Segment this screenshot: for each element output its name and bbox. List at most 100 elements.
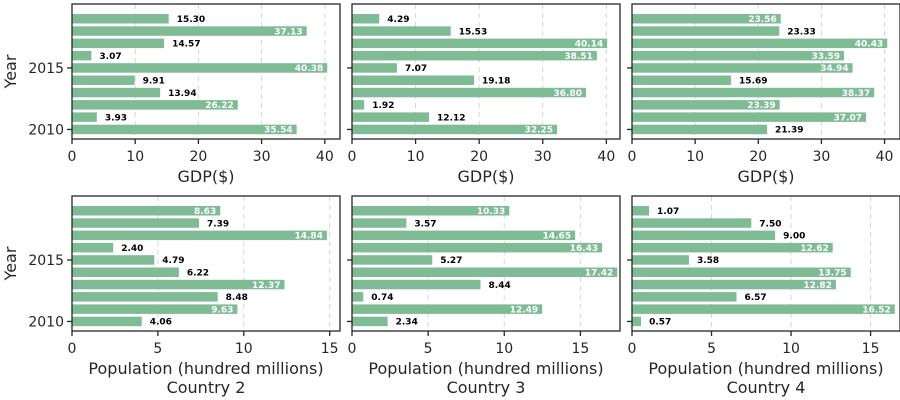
subplot-4: 8.63 7.39 14.84 2.40 4.796.22 12.37 8.48 9.63 4.… [1, 195, 341, 397]
bar-value-label: 9.91 [143, 76, 165, 86]
bar [632, 112, 867, 122]
bar-value-label: 8.63 [194, 207, 216, 217]
axes-frame [71, 195, 341, 332]
bar [632, 230, 776, 241]
bar [632, 75, 732, 85]
bar-value-label: 7.07 [405, 64, 427, 74]
x-tick-label: 10 [407, 149, 425, 165]
bar [352, 267, 618, 277]
bar [72, 26, 307, 36]
bar [632, 124, 768, 135]
bar-value-label: 14.57 [172, 40, 200, 50]
bar [352, 112, 430, 122]
x-tick-label: 0 [68, 149, 77, 165]
x-tick-label: 40 [876, 149, 894, 165]
x-tick-label: 10 [235, 341, 253, 357]
subplot-3: 23.56 23.33 40.43 33.59 34.94 15.69 38.37 23.39… [627, 3, 900, 186]
y-axis-title: Year [1, 246, 20, 281]
bar [352, 316, 388, 327]
x-axis-title: GDP($) [177, 167, 234, 186]
subplot-caption: Country 4 [727, 378, 806, 397]
bar-value-label: 6.22 [187, 268, 209, 278]
bar [72, 242, 114, 253]
bar [632, 14, 781, 24]
bar-value-label: 4.79 [162, 256, 184, 266]
bar-value-label: 13.75 [818, 268, 846, 278]
bar-value-label: 38.51 [564, 52, 592, 62]
bar-value-label: 1.92 [372, 101, 394, 111]
bar-value-label: 23.33 [787, 27, 815, 37]
bar [352, 218, 407, 228]
y-tick-label: 2010 [28, 122, 64, 138]
bar [352, 304, 543, 314]
bar-value-label: 8.48 [226, 293, 248, 303]
axes-frame [71, 3, 341, 140]
bar-value-label: 1.07 [657, 207, 679, 217]
bar-value-label: 21.39 [775, 126, 803, 136]
bar-value-label: 3.93 [105, 113, 127, 123]
x-tick-label: 5 [707, 341, 716, 357]
bar-value-label: 2.40 [121, 244, 143, 254]
subplot-caption: Country 3 [447, 378, 526, 397]
bar [72, 279, 285, 290]
bar-value-label: 6.57 [744, 293, 766, 303]
bar [632, 279, 836, 290]
bar-value-label: 15.30 [177, 15, 205, 25]
bar [632, 63, 853, 73]
bar-value-label: 32.25 [525, 126, 553, 136]
x-tick-label: 0 [348, 149, 357, 165]
bar-value-label: 36.80 [554, 89, 582, 99]
bar-value-label: 12.49 [510, 305, 538, 315]
bar [632, 38, 888, 49]
bar [632, 100, 780, 110]
bar-value-label: 14.65 [543, 232, 571, 242]
x-tick-label: 5 [153, 341, 162, 357]
x-tick-label: 30 [534, 149, 552, 165]
x-tick-label: 40 [597, 149, 615, 165]
bar [632, 242, 833, 253]
bar-value-label: 26.22 [205, 101, 233, 111]
bar-value-label: 12.62 [800, 244, 828, 254]
bar [352, 242, 603, 253]
bar-value-label: 3.58 [697, 256, 719, 266]
y-tick-label: 2010 [28, 314, 64, 330]
x-axis-title: GDP($) [737, 167, 794, 186]
bar-value-label: 33.59 [812, 52, 840, 62]
x-tick-label: 30 [812, 149, 830, 165]
x-tick-label: 20 [470, 149, 488, 165]
bar [632, 267, 851, 277]
bar-value-label: 40.38 [295, 64, 323, 74]
bar-value-label: 12.82 [803, 281, 831, 291]
bar-value-label: 19.18 [482, 76, 510, 86]
bar-value-label: 7.39 [207, 219, 229, 229]
x-tick-label: 0 [628, 149, 637, 165]
x-tick-label: 0 [628, 341, 637, 357]
x-tick-label: 20 [190, 149, 208, 165]
bar-value-label: 15.53 [459, 27, 487, 37]
bar [72, 230, 327, 241]
bar [632, 87, 875, 98]
bar [72, 63, 328, 73]
subplot-2: 4.29 15.53 40.14 38.51 7.07 19.18 36.80 1.92 12.… [347, 3, 621, 186]
bar-value-label: 35.54 [264, 126, 292, 136]
axes-frame [351, 3, 621, 140]
axes-frame [631, 195, 900, 332]
bar [352, 206, 510, 216]
bar [72, 87, 161, 98]
bar-value-label: 23.39 [747, 101, 775, 111]
x-tick-label: 20 [749, 149, 767, 165]
x-axis-title: GDP($) [457, 167, 514, 186]
y-axis-title: Year [1, 54, 20, 89]
bar-value-label: 0.57 [649, 318, 671, 328]
bar-value-label: 3.07 [99, 52, 121, 62]
bar-value-label: 5.27 [440, 256, 462, 266]
bar [72, 50, 92, 61]
x-axis-title: Population (hundred millions) [368, 359, 603, 378]
bar-value-label: 4.29 [387, 15, 409, 25]
bar [72, 14, 169, 24]
bar-value-label: 40.14 [575, 40, 603, 50]
bar [352, 50, 597, 61]
bar-value-label: 34.94 [820, 64, 848, 74]
axes-frame [351, 195, 621, 332]
bar-value-label: 7.50 [759, 219, 781, 229]
